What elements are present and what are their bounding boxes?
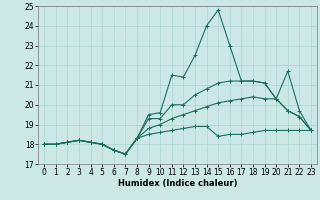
X-axis label: Humidex (Indice chaleur): Humidex (Indice chaleur): [118, 179, 237, 188]
